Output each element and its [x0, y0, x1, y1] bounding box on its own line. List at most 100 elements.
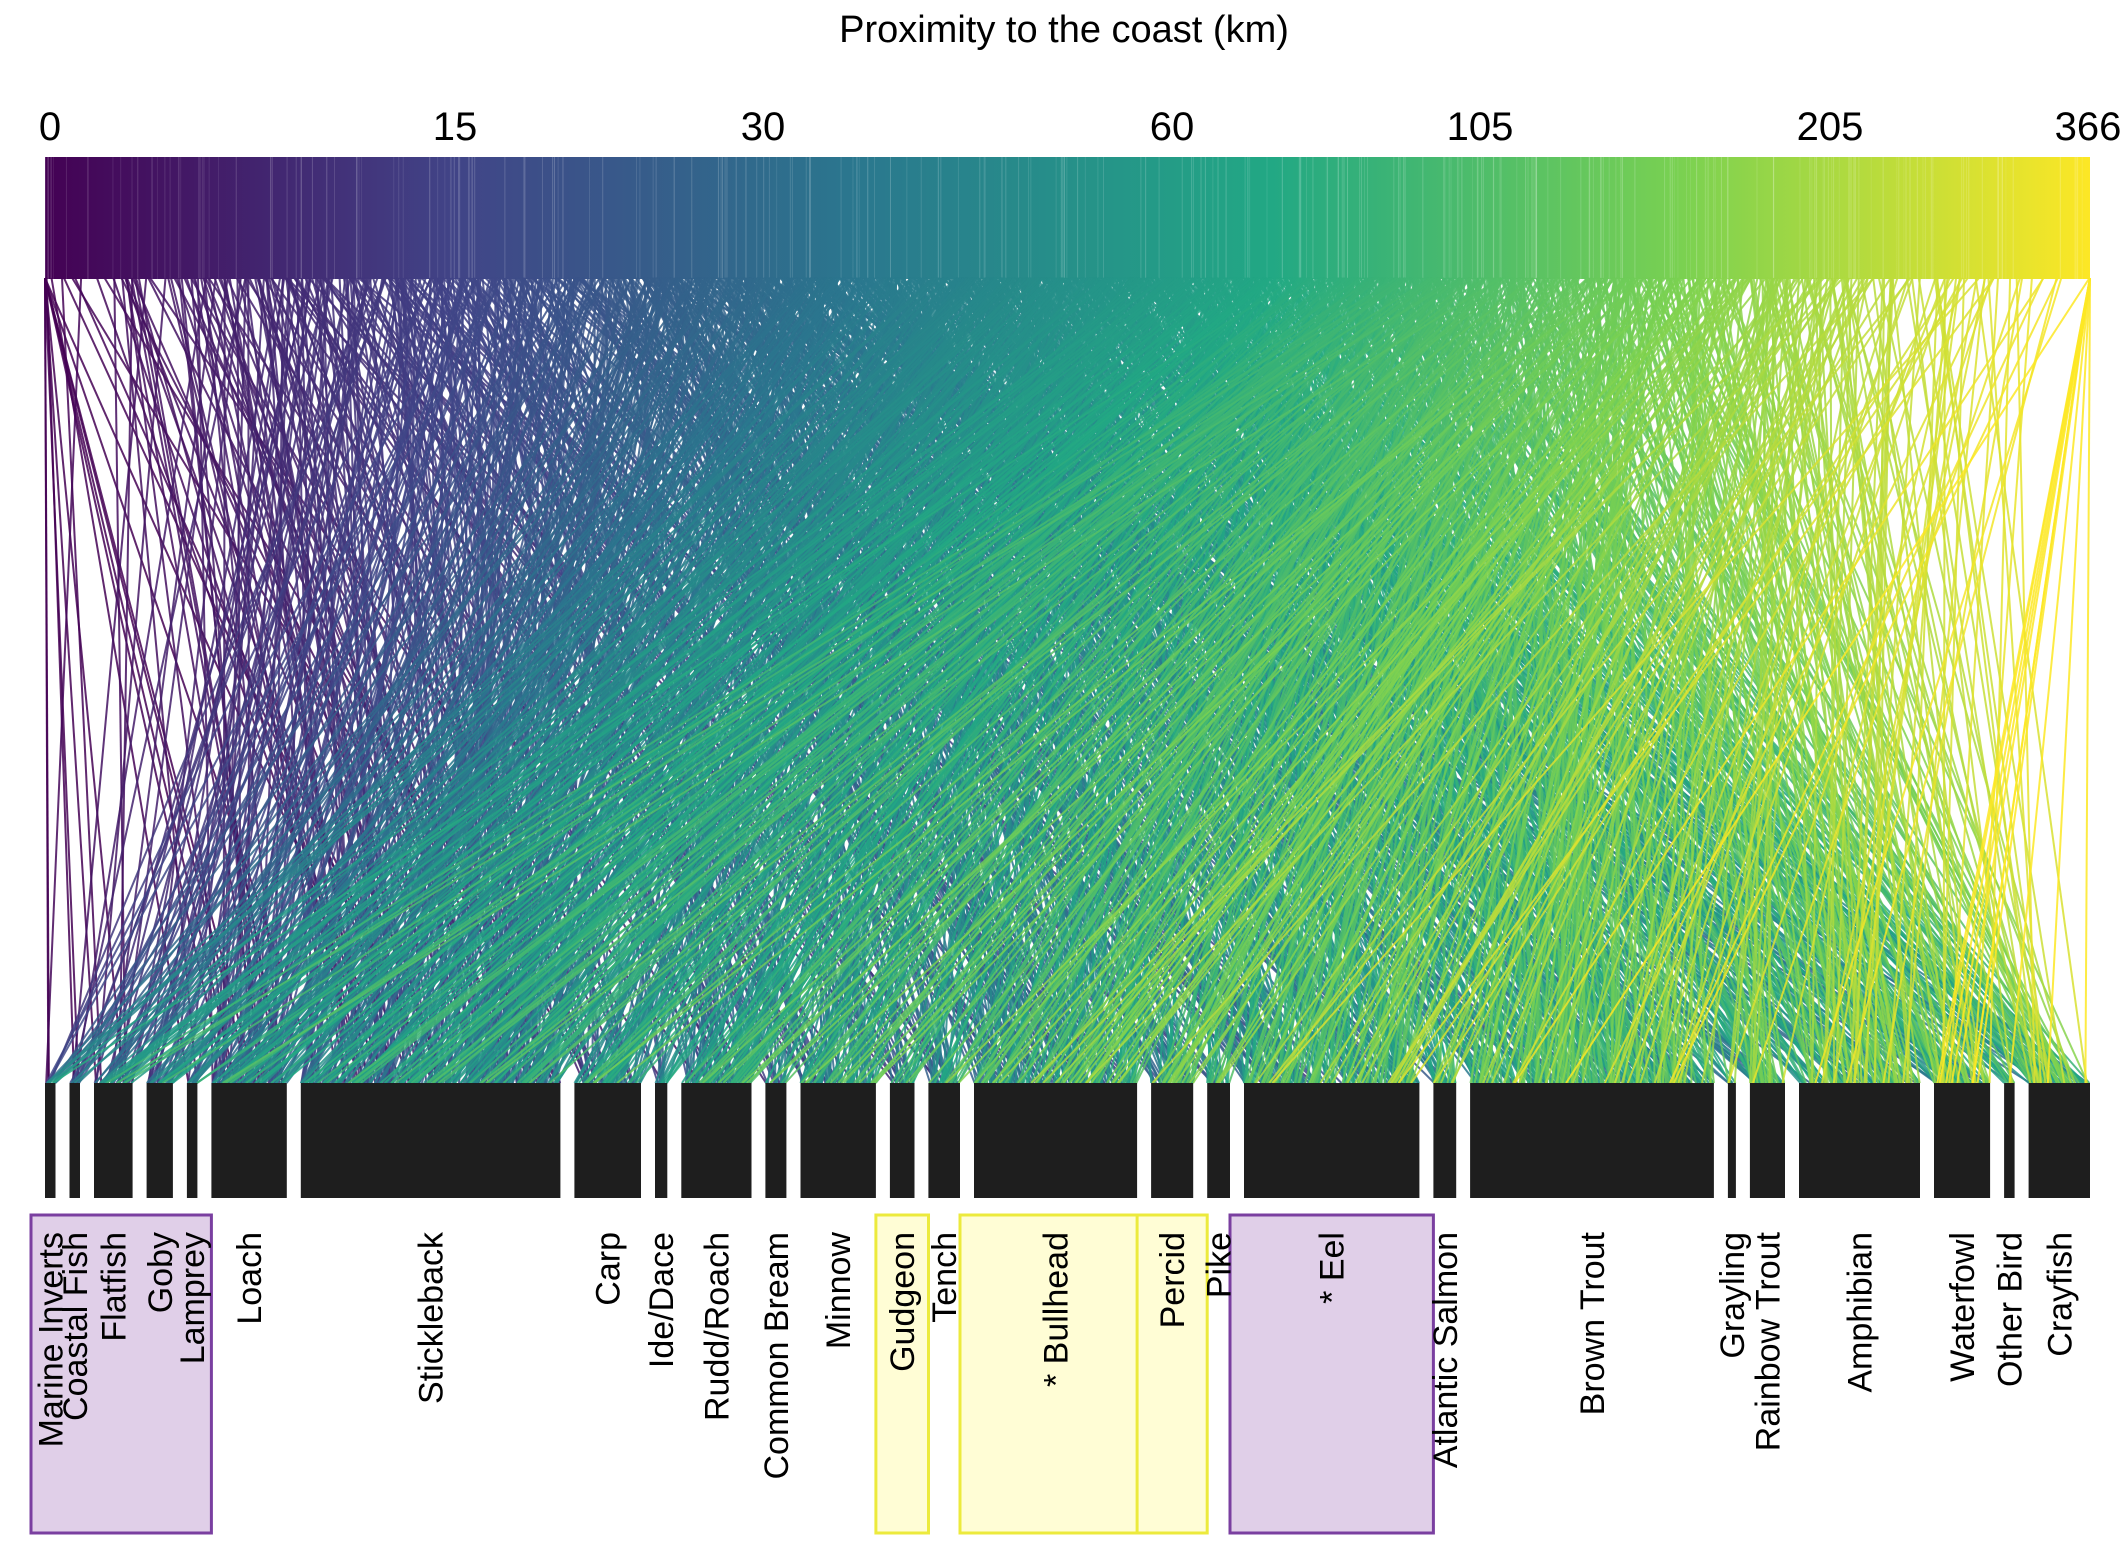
link-line [1824, 277, 1853, 1084]
link-line [733, 277, 1381, 1084]
category-block [681, 1083, 752, 1198]
link-line [1282, 277, 1676, 1084]
category-label: Loach [231, 1232, 269, 1325]
link-line [159, 277, 1180, 1084]
link-line [804, 277, 1682, 1084]
link-line [1286, 277, 1452, 1084]
link-line [152, 277, 385, 1084]
category-label: Tench [926, 1232, 964, 1323]
link-line [1882, 277, 2024, 1084]
link-line [1060, 277, 1575, 1084]
link-line [351, 277, 1265, 1084]
link-line [1405, 277, 1677, 1084]
link-line [1280, 277, 1437, 1084]
link-line [1090, 277, 1717, 1084]
link-line [698, 277, 1485, 1084]
link-line [1677, 277, 1951, 1084]
link-line [1084, 277, 1707, 1084]
link-line [69, 277, 537, 1084]
link-line [1512, 277, 1963, 1084]
highlight-boxes [29, 1213, 1435, 1535]
link-line [1751, 277, 1800, 1084]
link-line [524, 277, 1063, 1084]
link-line [1752, 277, 1885, 1084]
category-block [655, 1083, 668, 1198]
link-line [1751, 277, 2021, 1084]
link-line [1169, 277, 1746, 1084]
link-line [1397, 277, 1995, 1084]
link-line [1485, 277, 1782, 1084]
link-line [780, 277, 1386, 1084]
link-line [1538, 277, 1796, 1084]
category-label: Flatfish [95, 1232, 133, 1342]
link-line [1902, 277, 1986, 1084]
highlight-box [29, 1213, 213, 1535]
category-label: Grayling [1714, 1232, 1752, 1359]
link-line [100, 277, 1165, 1084]
link-line [229, 277, 1411, 1084]
link-line [1079, 277, 1703, 1084]
link-line [485, 277, 1534, 1084]
link-line [106, 277, 1398, 1084]
link-line [441, 277, 1401, 1084]
link-line [164, 277, 813, 1084]
link-line [1192, 277, 1726, 1084]
link-line [1513, 277, 2045, 1084]
link-line [1610, 277, 1633, 1084]
color-bar-texture [44, 157, 2083, 279]
link-line [487, 277, 1348, 1084]
category-block [889, 1083, 915, 1198]
link-line [110, 277, 217, 1084]
category-label: Waterfowl [1944, 1232, 1982, 1382]
link-line [1387, 277, 1910, 1084]
link-line [46, 277, 937, 1084]
link-line [1887, 277, 1949, 1084]
link-line [2008, 277, 2091, 1084]
link-line [70, 277, 502, 1084]
link-line [78, 277, 568, 1084]
link-line [431, 277, 1483, 1084]
link-line [1171, 277, 1675, 1084]
category-block [928, 1083, 960, 1198]
link-line [1821, 277, 1986, 1084]
axis-tick-label: 30 [741, 105, 786, 149]
axis-tick-label: 105 [1447, 105, 1514, 149]
link-line [130, 277, 1173, 1084]
link-line [73, 277, 730, 1084]
link-line [118, 277, 134, 1084]
link-line [95, 277, 167, 1084]
link-line [125, 277, 496, 1084]
category-block [69, 1083, 80, 1198]
link-line [870, 277, 1630, 1084]
link-line [684, 277, 1456, 1084]
axis-tick-label: 15 [433, 105, 478, 149]
axis-tick-label: 0 [39, 105, 61, 149]
link-line [1297, 277, 1561, 1084]
link-line [407, 277, 1036, 1084]
link-line [61, 277, 103, 1084]
category-block [300, 1083, 561, 1198]
category-label: * Bullhead [1038, 1232, 1076, 1387]
link-line [71, 277, 148, 1084]
category-label: Amphibian [1842, 1232, 1880, 1393]
link-line [54, 277, 745, 1084]
link-line [1683, 277, 1820, 1084]
link-line [383, 277, 1283, 1084]
link-line [147, 277, 242, 1084]
axis-tick-label: 366 [2055, 105, 2122, 149]
link-line [93, 277, 323, 1084]
link-line [70, 277, 903, 1084]
link-line [161, 277, 990, 1084]
link-line [281, 277, 1270, 1084]
link-line [247, 277, 1170, 1084]
link-line [1832, 277, 1978, 1084]
link-line [1518, 277, 1837, 1084]
link-line [1781, 277, 1962, 1084]
link-line [219, 277, 715, 1084]
link-line [73, 277, 1061, 1084]
link-line [1626, 277, 1946, 1084]
link-line [1319, 277, 1837, 1084]
link-line [1034, 277, 1736, 1084]
link-line [1254, 277, 1831, 1084]
